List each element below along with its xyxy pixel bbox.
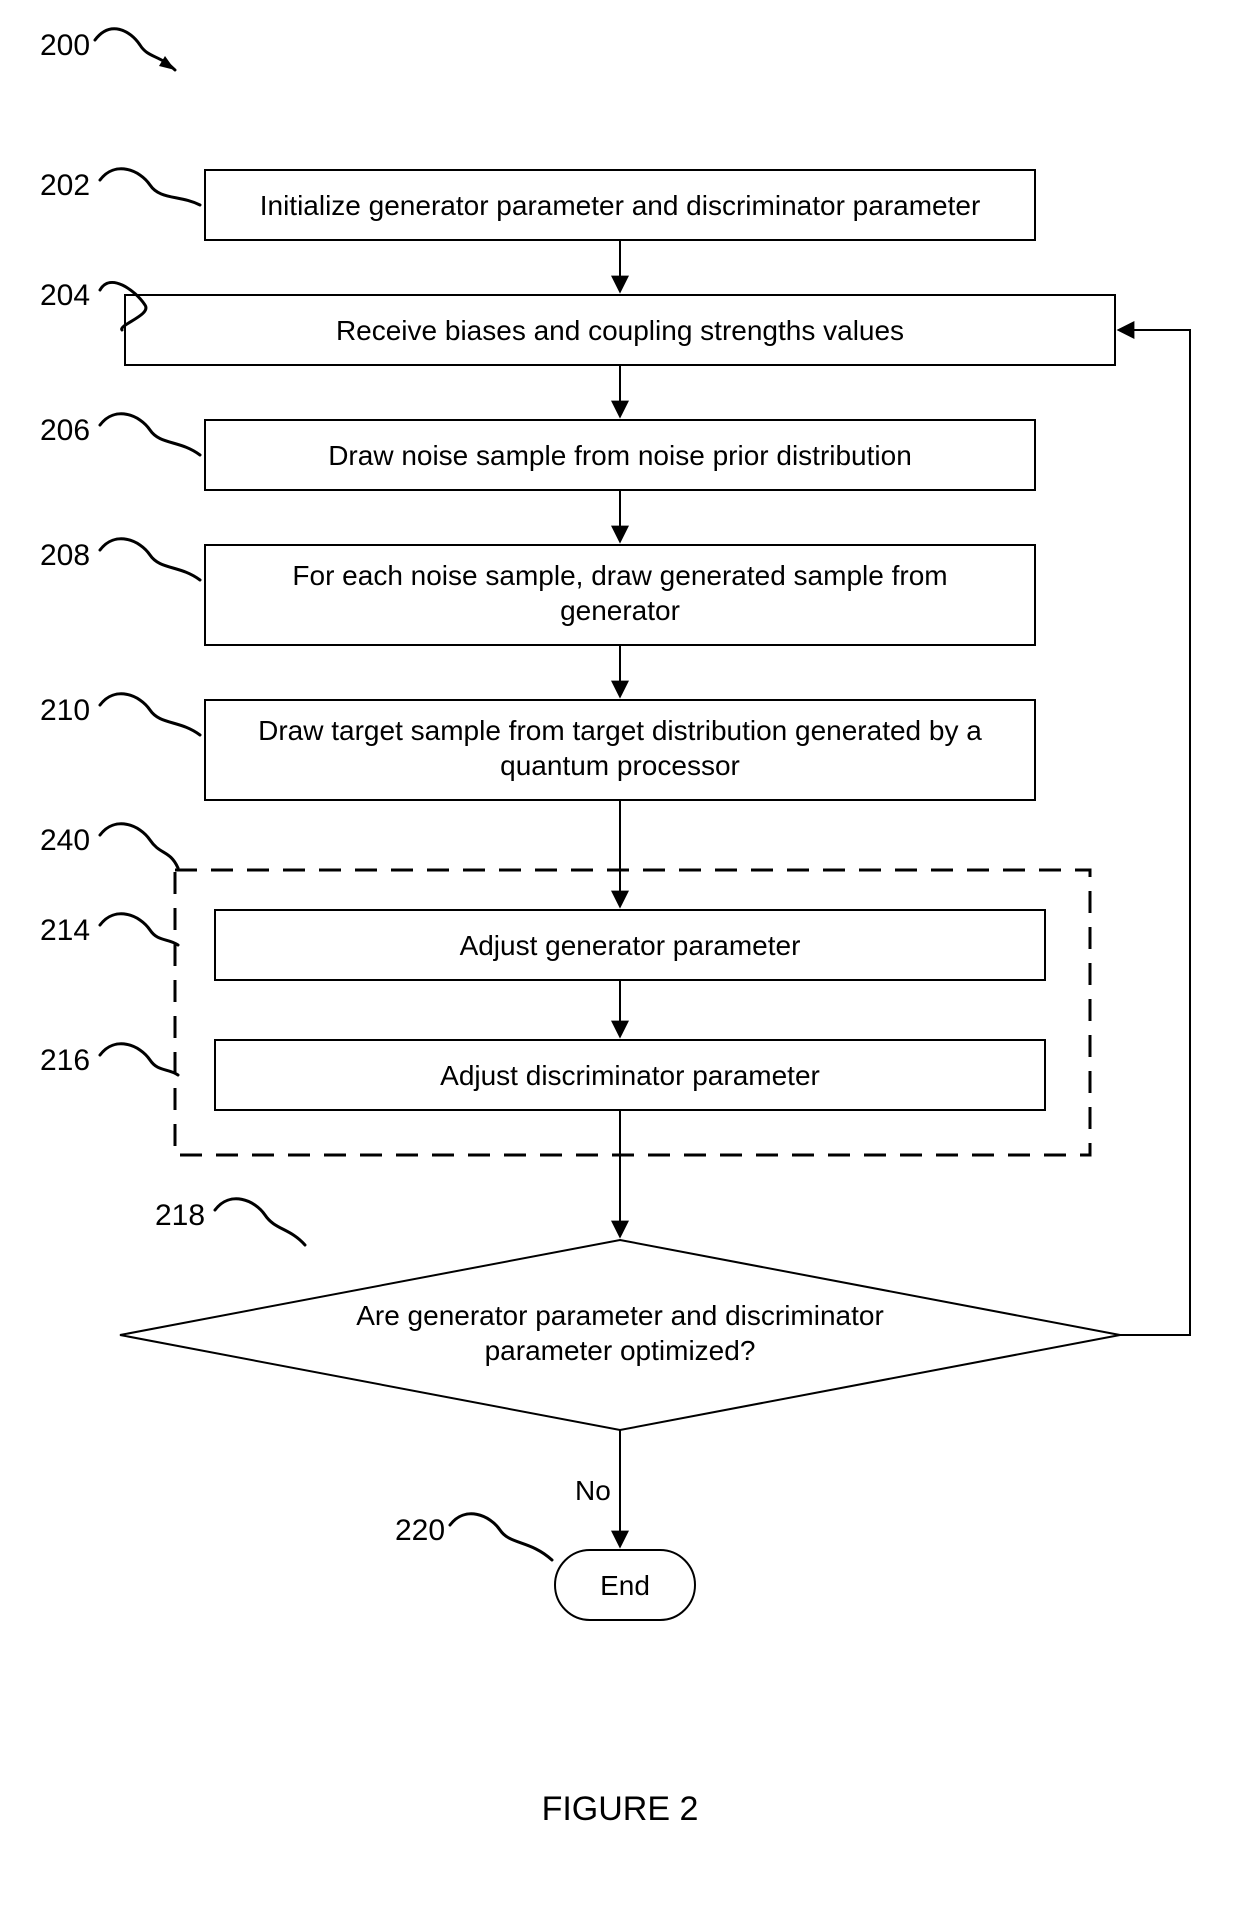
node-210-label-l2: quantum processor	[500, 750, 740, 781]
node-208-label-l1: For each noise sample, draw generated sa…	[292, 560, 947, 591]
node-202-label: Initialize generator parameter and discr…	[260, 190, 981, 221]
callout-200-arrow	[159, 56, 175, 70]
edge-218-204-no	[1120, 330, 1190, 1335]
edge-yes-label: No	[575, 1475, 611, 1506]
node-208-label-l2: generator	[560, 595, 680, 626]
node-210-label-l1: Draw target sample from target distribut…	[258, 715, 982, 746]
node-220-label: End	[600, 1570, 650, 1601]
callout-214	[100, 914, 178, 945]
node-218-label-l1: Are generator parameter and discriminato…	[356, 1300, 884, 1331]
node-204-label: Receive biases and coupling strengths va…	[336, 315, 904, 346]
ref-206: 206	[40, 414, 90, 447]
node-206-label: Draw noise sample from noise prior distr…	[328, 440, 912, 471]
ref-220: 220	[395, 1514, 445, 1547]
ref-210: 210	[40, 694, 90, 727]
ref-214: 214	[40, 914, 90, 947]
ref-216: 216	[40, 1044, 90, 1077]
callout-240	[100, 824, 178, 868]
callout-206	[100, 414, 200, 455]
node-214-label: Adjust generator parameter	[460, 930, 801, 961]
callout-216	[100, 1044, 178, 1075]
ref-204: 204	[40, 279, 90, 312]
callout-218	[215, 1199, 305, 1245]
node-218-label-l2: parameter optimized?	[485, 1335, 756, 1366]
ref-200: 200	[40, 29, 90, 62]
ref-218: 218	[155, 1199, 205, 1232]
ref-208: 208	[40, 539, 90, 572]
figure-caption: FIGURE 2	[542, 1790, 699, 1828]
ref-240: 240	[40, 824, 90, 857]
node-216-label: Adjust discriminator parameter	[440, 1060, 820, 1091]
ref-202: 202	[40, 169, 90, 202]
callout-220	[450, 1514, 552, 1560]
callout-210	[100, 694, 200, 735]
callout-208	[100, 539, 200, 580]
callout-202	[100, 169, 200, 205]
flowchart-svg: 200 Initialize generator parameter and d…	[0, 0, 1240, 1906]
